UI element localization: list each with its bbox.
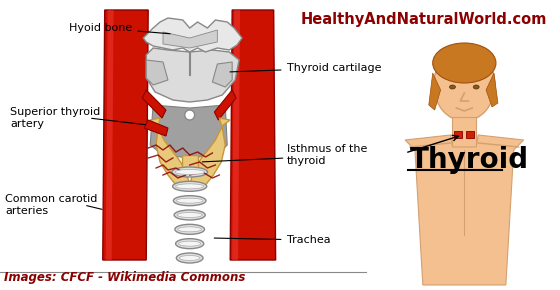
Polygon shape [455, 131, 463, 138]
Polygon shape [150, 118, 190, 190]
Polygon shape [429, 73, 441, 110]
Polygon shape [163, 30, 217, 48]
Ellipse shape [179, 255, 200, 260]
Polygon shape [182, 155, 198, 168]
Ellipse shape [178, 227, 202, 232]
Ellipse shape [185, 110, 195, 120]
Ellipse shape [450, 85, 455, 89]
Bar [452, 117, 476, 147]
Ellipse shape [175, 224, 204, 234]
Ellipse shape [175, 169, 204, 175]
Polygon shape [106, 10, 114, 260]
Ellipse shape [473, 85, 479, 89]
Ellipse shape [177, 213, 202, 218]
Text: Isthmus of the
thyroid: Isthmus of the thyroid [287, 144, 367, 166]
Polygon shape [146, 48, 239, 102]
Polygon shape [212, 62, 232, 87]
Text: Hyoid bone: Hyoid bone [69, 23, 170, 34]
Polygon shape [405, 135, 524, 285]
Polygon shape [466, 131, 474, 138]
Ellipse shape [172, 181, 207, 191]
Polygon shape [144, 120, 168, 136]
Ellipse shape [433, 49, 495, 121]
Polygon shape [146, 60, 168, 85]
Ellipse shape [174, 196, 206, 206]
Text: HealthyAndNaturalWorld.com: HealthyAndNaturalWorld.com [301, 12, 547, 27]
Polygon shape [102, 10, 148, 260]
Text: Trachea: Trachea [214, 235, 330, 245]
Ellipse shape [174, 210, 206, 220]
Text: Images: CFCF - Wikimedia Commons: Images: CFCF - Wikimedia Commons [4, 271, 245, 284]
Text: Common carotid
arteries: Common carotid arteries [5, 194, 97, 216]
Text: Thyroid cartilage: Thyroid cartilage [230, 63, 381, 73]
Polygon shape [143, 18, 242, 52]
Text: Superior thyroid
artery: Superior thyroid artery [10, 107, 100, 129]
Polygon shape [190, 118, 230, 190]
Ellipse shape [179, 241, 201, 246]
Polygon shape [150, 105, 227, 158]
Ellipse shape [176, 253, 203, 263]
Ellipse shape [172, 167, 207, 177]
Polygon shape [230, 10, 276, 260]
Polygon shape [486, 73, 498, 107]
Ellipse shape [176, 198, 203, 203]
Ellipse shape [433, 43, 496, 83]
Polygon shape [142, 90, 166, 118]
Text: Thyroid: Thyroid [410, 146, 529, 174]
Polygon shape [232, 10, 240, 260]
Ellipse shape [176, 239, 204, 249]
Polygon shape [214, 90, 236, 120]
Ellipse shape [176, 184, 204, 189]
